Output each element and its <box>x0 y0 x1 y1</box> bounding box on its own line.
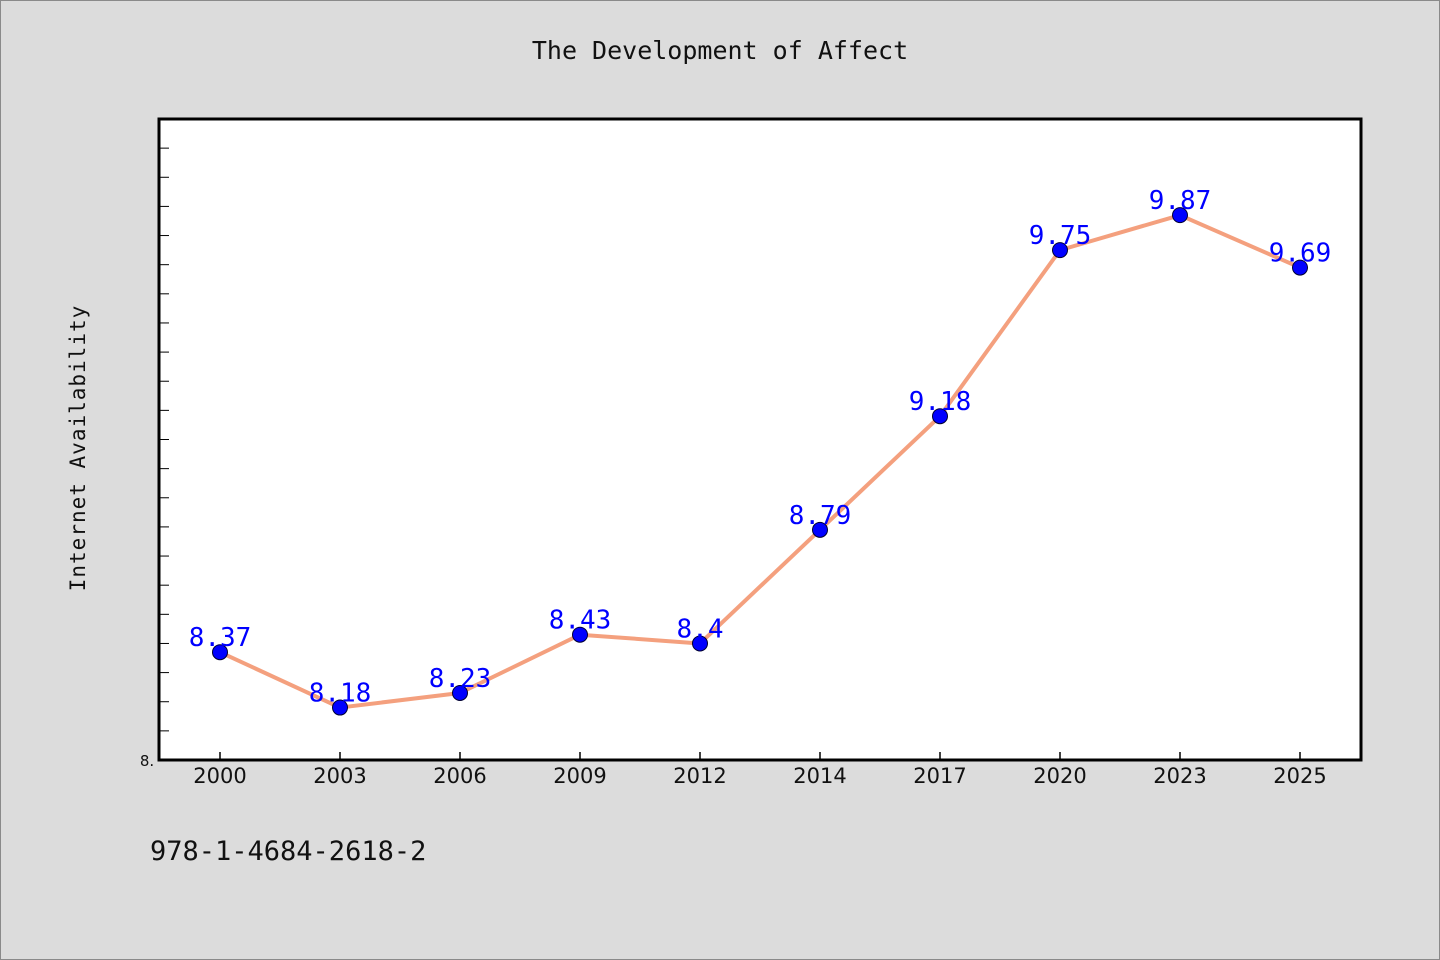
x-tick-label: 2020 <box>1033 764 1086 788</box>
isbn-footnote: 978-1-4684-2618-2 <box>150 836 427 867</box>
chart-title: The Development of Affect <box>531 36 909 65</box>
data-labels: 8.37 8.18 8.23 8.43 8.4 8.79 9.18 9.75 9.87 9.69 <box>189 186 1332 708</box>
series-line <box>219 213 1301 710</box>
x-tick-label: 2025 <box>1273 764 1326 788</box>
x-tick-label: 2017 <box>913 764 966 788</box>
data-point <box>1052 242 1068 259</box>
data-point <box>452 684 468 701</box>
series-markers <box>212 207 1308 716</box>
data-point <box>332 699 348 716</box>
x-tick-label: 2009 <box>553 764 606 788</box>
data-point <box>1292 259 1308 276</box>
plot-area <box>157 117 1363 762</box>
data-label: 8.18 <box>309 679 372 709</box>
data-point <box>812 521 828 538</box>
data-point <box>932 408 948 425</box>
data-point <box>212 644 228 661</box>
x-tick-label: 2014 <box>793 764 846 788</box>
x-tick-label: 2006 <box>433 764 486 788</box>
x-tick-label: 2012 <box>673 764 726 788</box>
y-tick-label: 8. <box>140 752 154 770</box>
data-label: 8.4 <box>677 614 724 644</box>
data-point <box>692 635 708 652</box>
data-label: 8.37 <box>189 623 252 653</box>
y-axis-ticks <box>159 147 169 761</box>
data-label: 9.87 <box>1149 186 1212 216</box>
data-label: 8.23 <box>429 664 492 694</box>
x-tick-label: 2003 <box>313 764 366 788</box>
x-tick-label: 2023 <box>1153 764 1206 788</box>
x-axis-ticks: 2000 2003 2006 2009 2012 2014 2017 2020 2023 2025 <box>193 752 1327 788</box>
data-label: 9.75 <box>1029 221 1092 251</box>
data-label: 9.69 <box>1269 239 1332 269</box>
data-label: 8.79 <box>789 501 852 531</box>
data-label: 8.43 <box>549 606 612 636</box>
data-label: 9.18 <box>909 387 972 417</box>
x-tick-label: 2000 <box>193 764 246 788</box>
data-point <box>1172 207 1188 224</box>
data-point <box>572 626 588 643</box>
